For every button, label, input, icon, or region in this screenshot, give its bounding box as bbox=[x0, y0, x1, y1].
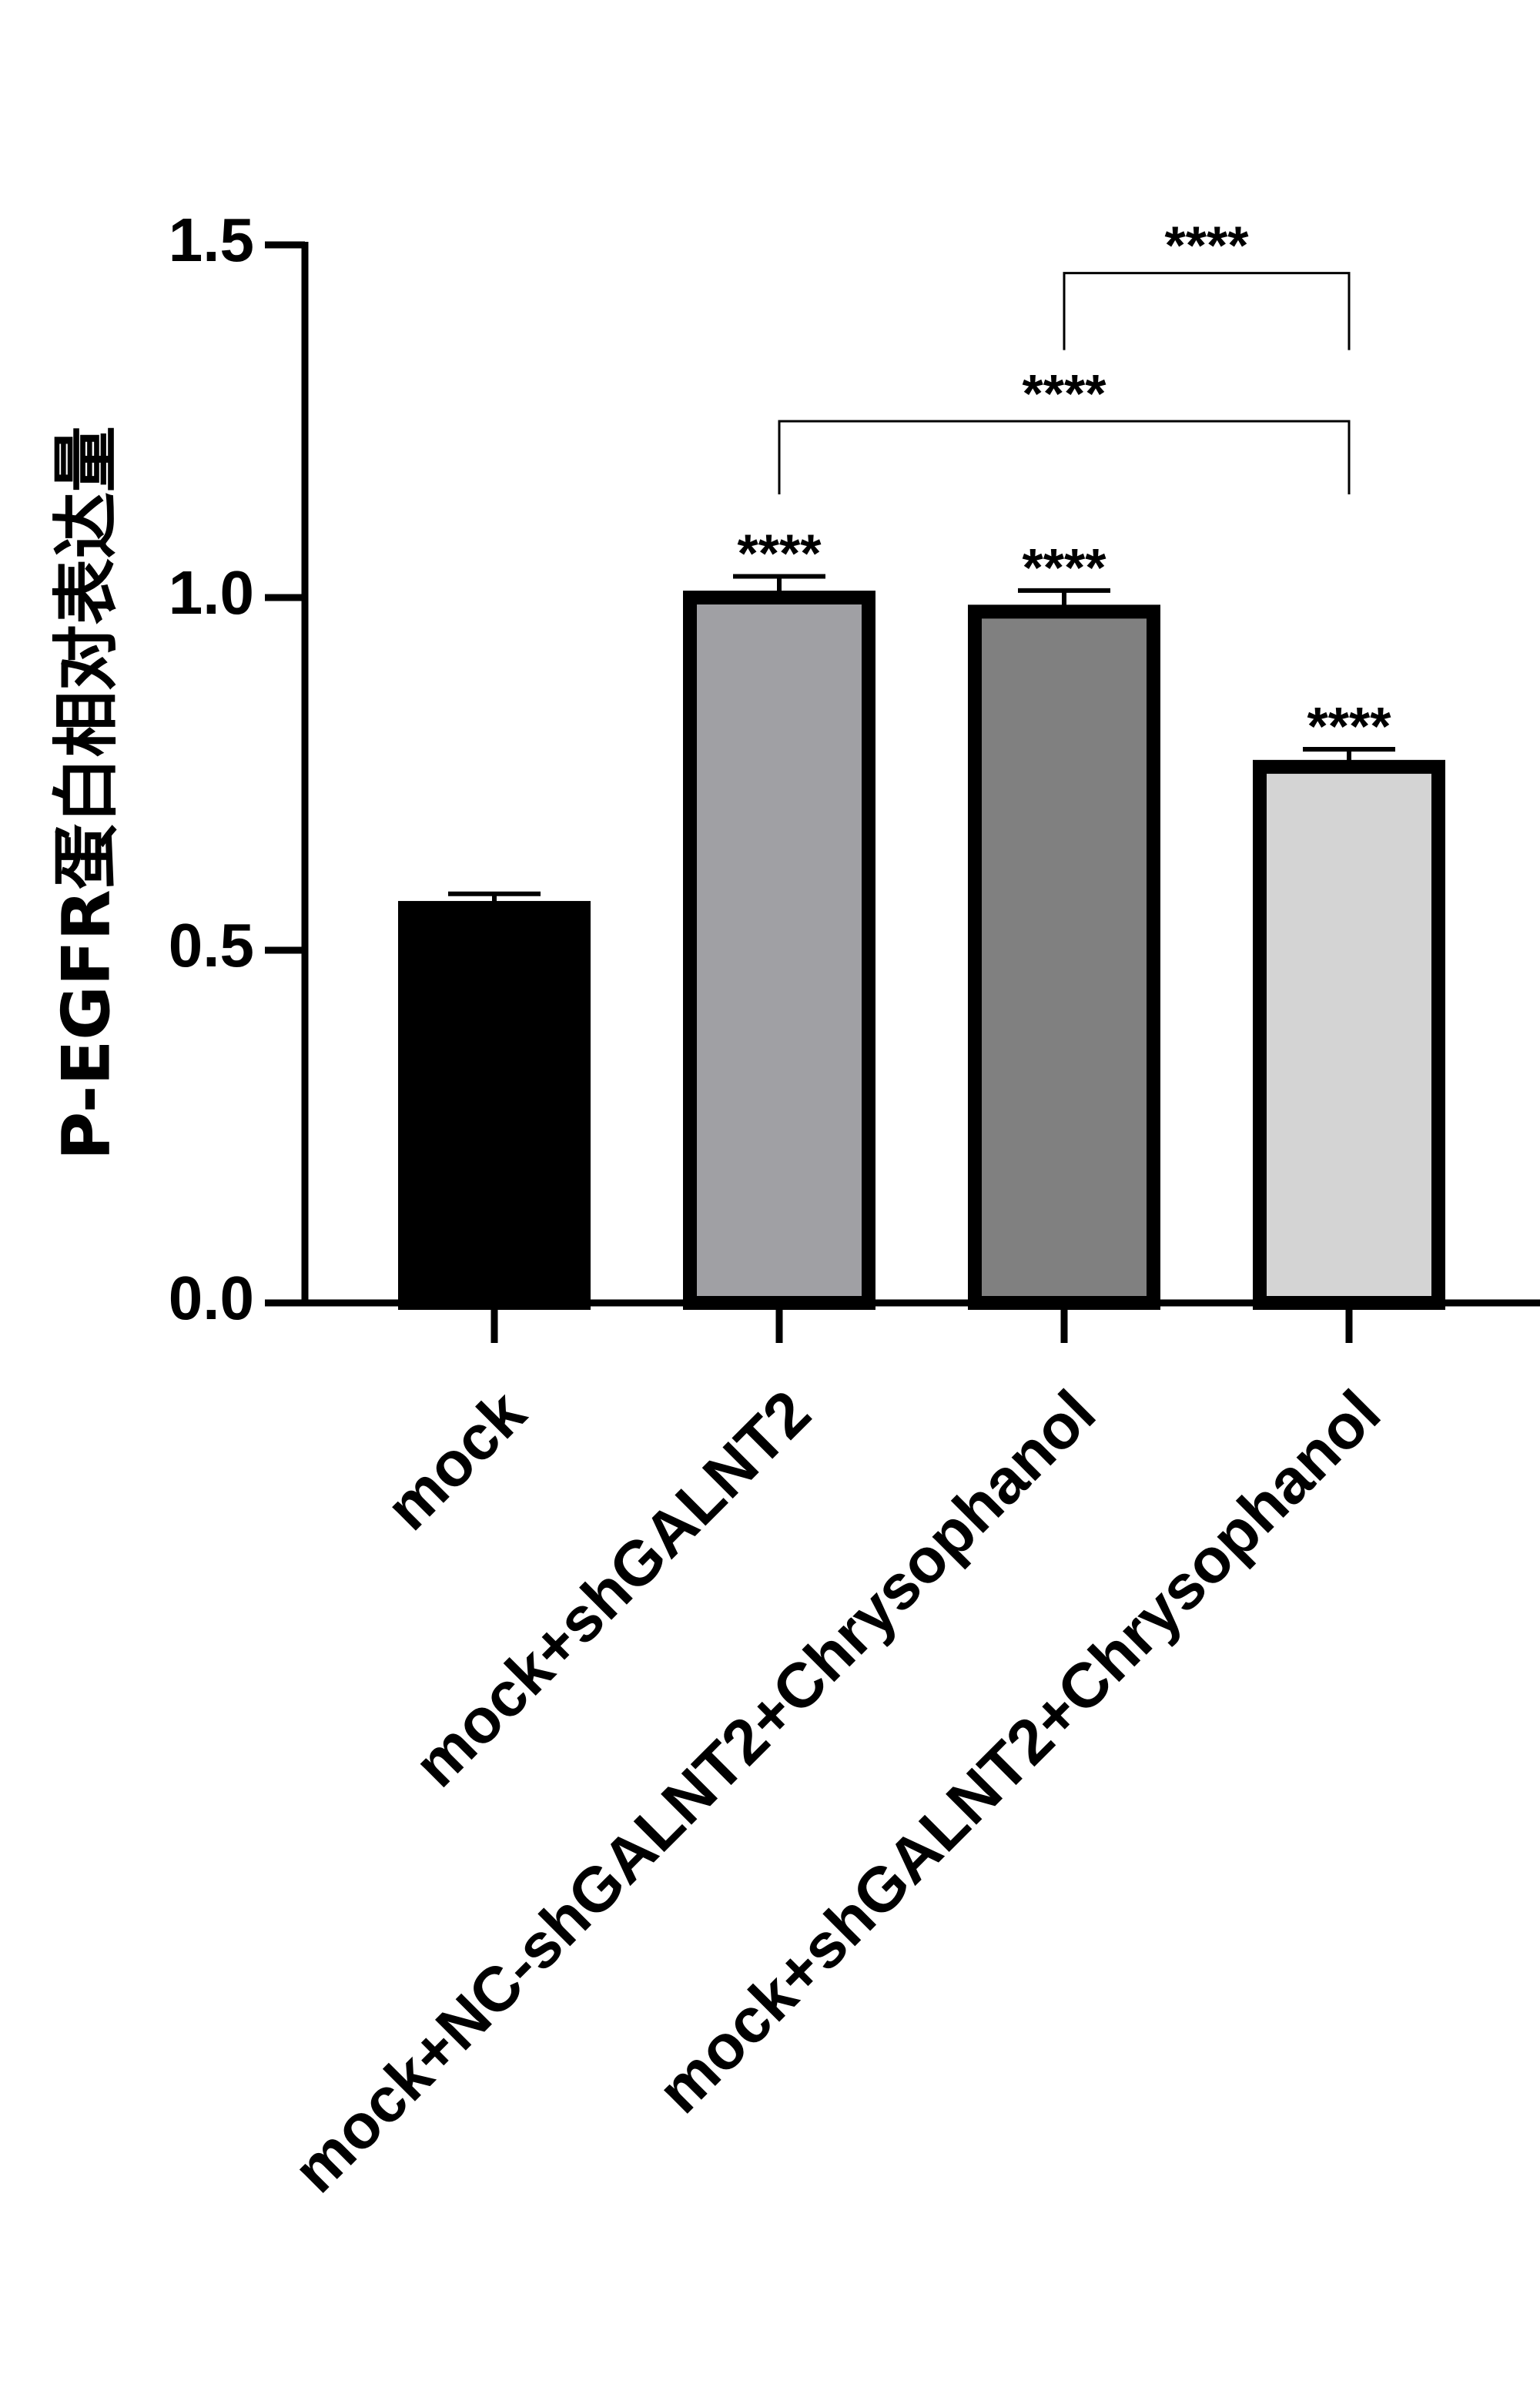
bar-1 bbox=[683, 591, 875, 1310]
bar-significance-1: **** bbox=[738, 524, 822, 584]
y-tick-label-1: 0.5 bbox=[169, 911, 254, 979]
x-tick-label-0: mock bbox=[373, 1377, 539, 1543]
bar-significance-3: **** bbox=[1307, 696, 1392, 756]
y-tick-label-2: 1.0 bbox=[169, 558, 254, 627]
bar-2 bbox=[968, 604, 1160, 1310]
comparison-label-0: **** bbox=[1165, 216, 1250, 276]
bar-3 bbox=[1253, 759, 1445, 1310]
bar-significance-2: **** bbox=[1023, 537, 1107, 598]
bar-0 bbox=[398, 901, 591, 1311]
y-tick-label-3: 1.5 bbox=[169, 206, 254, 274]
y-axis-label: P-EGFR蛋白相对表达量 bbox=[48, 426, 125, 1160]
significance-layer: **** **** **** **** **** bbox=[738, 216, 1392, 756]
comparison-label-1: **** bbox=[1023, 363, 1107, 424]
comparison-bracket-0 bbox=[1063, 272, 1351, 350]
y-tick-label-0: 0.0 bbox=[169, 1264, 254, 1332]
bars-layer bbox=[398, 591, 1445, 1311]
comparison-bracket-1 bbox=[778, 420, 1351, 494]
error-bars-layer bbox=[448, 574, 1395, 909]
